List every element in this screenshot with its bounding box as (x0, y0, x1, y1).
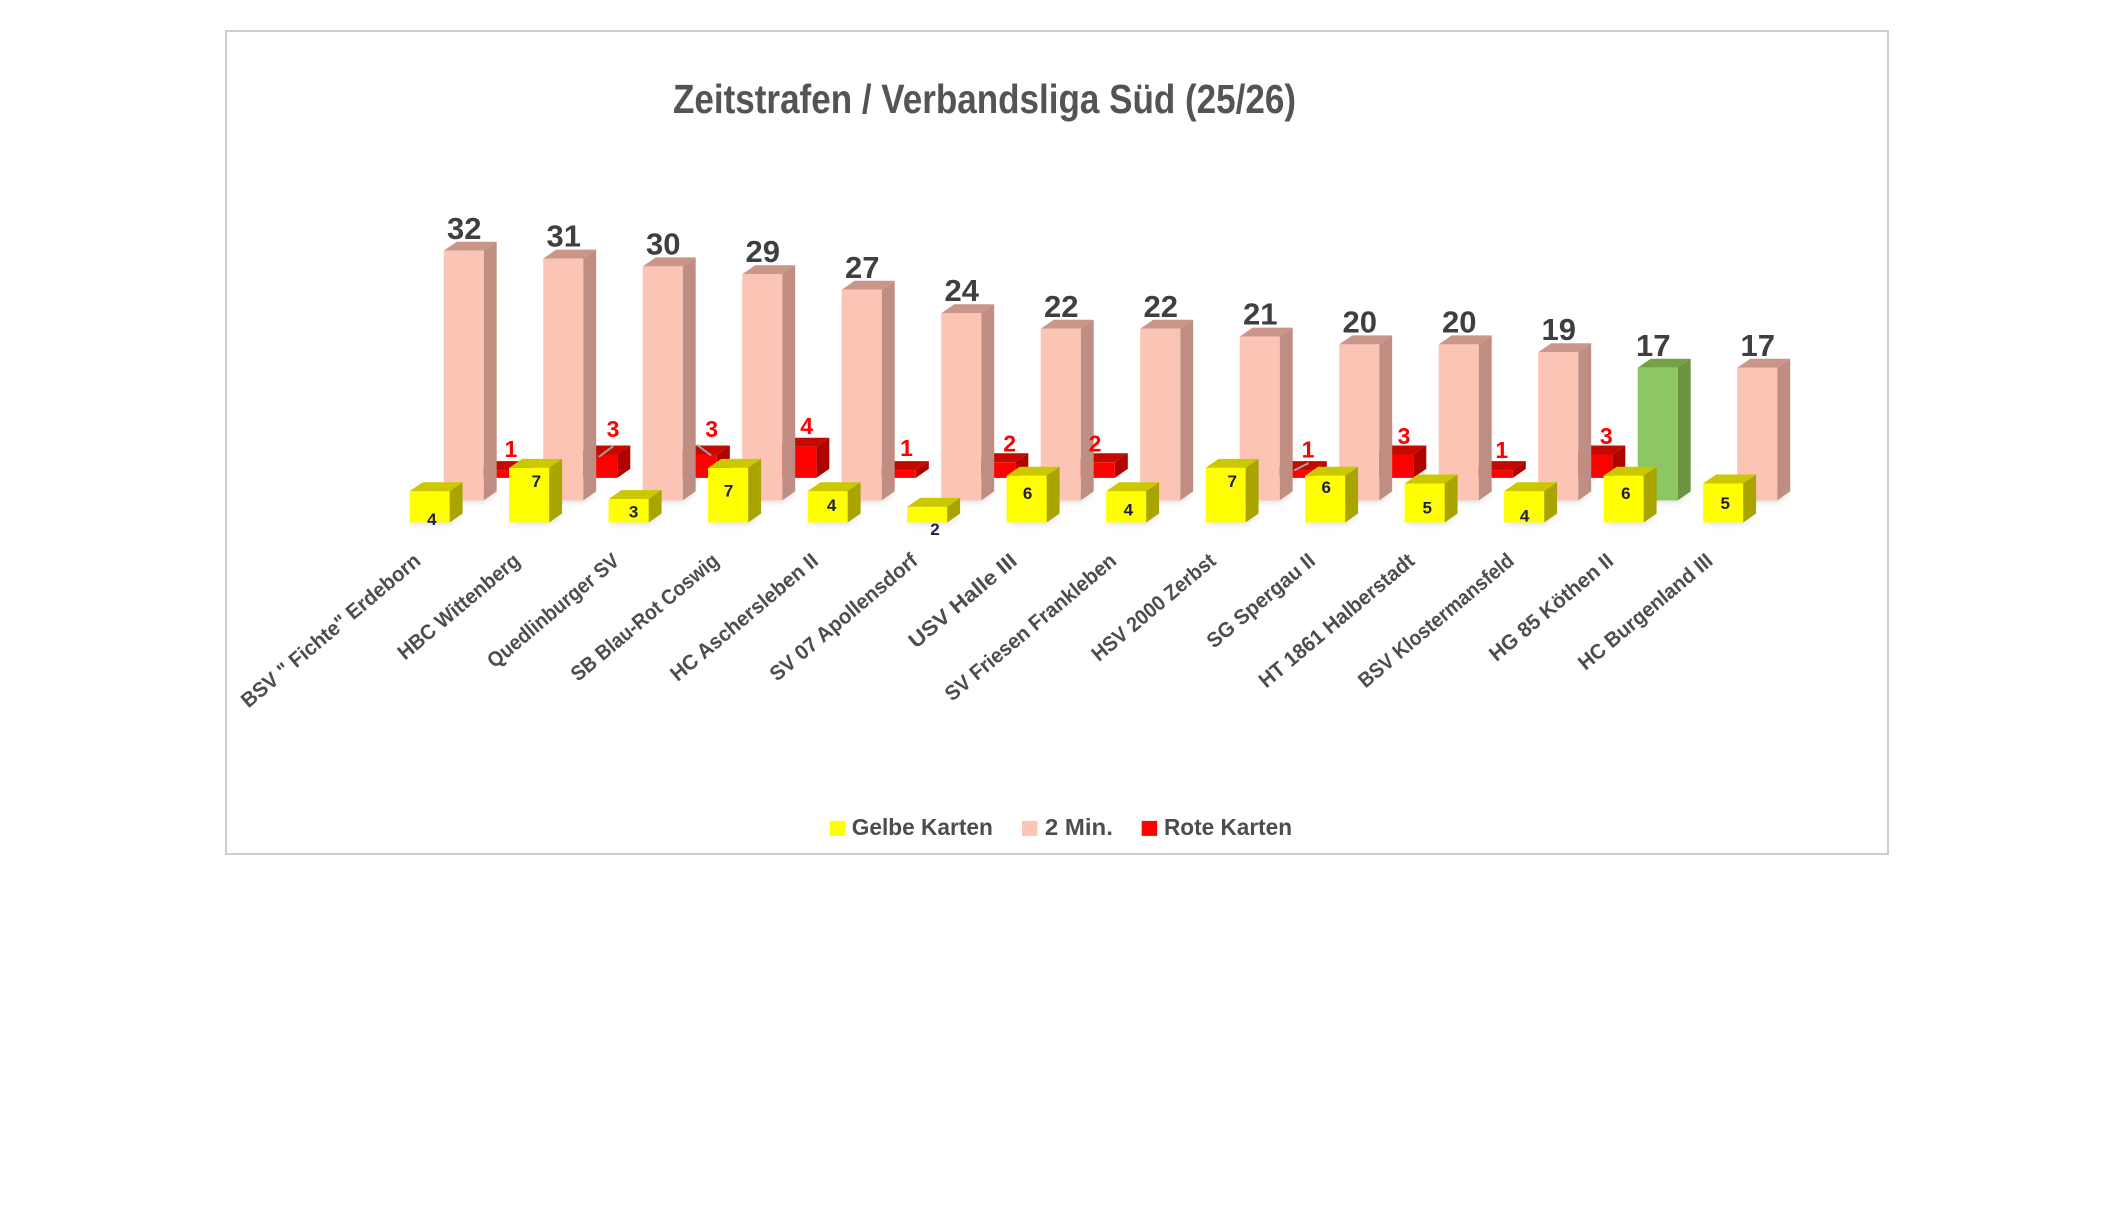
svg-text:4: 4 (827, 496, 837, 515)
svg-text:17: 17 (1740, 328, 1774, 363)
svg-text:1: 1 (505, 436, 518, 462)
svg-text:20: 20 (1342, 304, 1376, 339)
svg-text:3: 3 (1398, 423, 1411, 449)
svg-text:2 Min.: 2 Min. (1045, 814, 1113, 840)
svg-text:1: 1 (1495, 437, 1508, 463)
svg-text:Rote Karten: Rote Karten (1164, 814, 1292, 840)
svg-text:2: 2 (1089, 431, 1102, 457)
svg-text:5: 5 (1422, 498, 1431, 517)
svg-text:4: 4 (1520, 507, 1530, 526)
svg-text:4: 4 (800, 413, 813, 439)
svg-text:BSV " Fichte" Erdeborn: BSV " Fichte" Erdeborn (237, 549, 425, 712)
svg-text:7: 7 (724, 481, 733, 500)
svg-text:Zeitstrafen / Verbandsliga Süd: Zeitstrafen / Verbandsliga Süd (25/26) (673, 76, 1296, 122)
svg-text:7: 7 (1227, 472, 1236, 491)
svg-text:21: 21 (1243, 297, 1277, 332)
svg-text:17: 17 (1636, 328, 1670, 363)
svg-text:20: 20 (1442, 304, 1476, 339)
svg-text:32: 32 (447, 211, 481, 246)
svg-text:7: 7 (532, 472, 541, 491)
svg-text:31: 31 (546, 219, 580, 254)
svg-text:1: 1 (1302, 436, 1315, 462)
svg-text:27: 27 (845, 250, 879, 285)
svg-text:6: 6 (1023, 484, 1032, 503)
svg-text:Gelbe Karten: Gelbe Karten (852, 814, 993, 840)
svg-text:1: 1 (900, 435, 913, 461)
svg-text:30: 30 (646, 226, 680, 261)
svg-text:29: 29 (745, 234, 779, 269)
svg-text:22: 22 (1044, 289, 1078, 324)
svg-text:5: 5 (1720, 494, 1729, 513)
svg-text:3: 3 (607, 416, 620, 442)
svg-text:4: 4 (1124, 501, 1134, 520)
svg-text:2: 2 (1003, 431, 1016, 457)
svg-text:3: 3 (1600, 423, 1613, 449)
svg-text:6: 6 (1621, 484, 1630, 503)
svg-text:6: 6 (1321, 478, 1330, 497)
svg-text:2: 2 (930, 520, 939, 539)
svg-text:22: 22 (1143, 289, 1177, 324)
svg-text:24: 24 (944, 273, 979, 308)
svg-text:3: 3 (629, 503, 638, 522)
svg-text:SV Friesen Frankleben: SV Friesen Frankleben (941, 549, 1121, 706)
svg-text:4: 4 (427, 510, 437, 529)
svg-text:19: 19 (1541, 312, 1575, 347)
svg-text:3: 3 (705, 416, 718, 442)
